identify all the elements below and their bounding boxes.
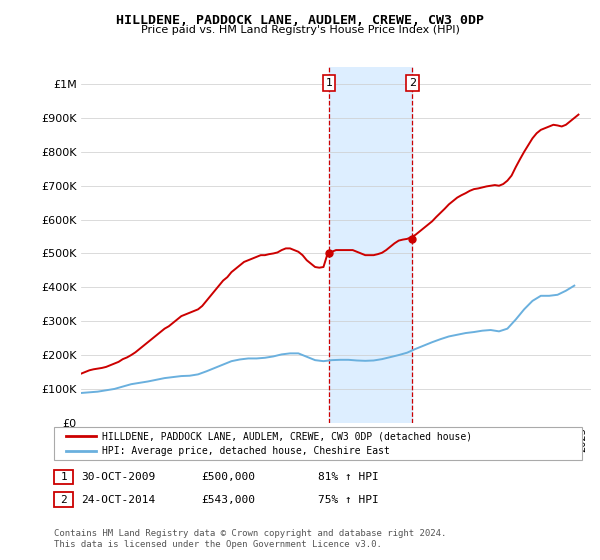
Text: £543,000: £543,000 [201,494,255,505]
Text: 81% ↑ HPI: 81% ↑ HPI [318,472,379,482]
Text: Contains HM Land Registry data © Crown copyright and database right 2024.
This d: Contains HM Land Registry data © Crown c… [54,529,446,549]
Text: 2: 2 [409,78,416,88]
Text: HILLDENE, PADDOCK LANE, AUDLEM, CREWE, CW3 0DP (detached house): HILLDENE, PADDOCK LANE, AUDLEM, CREWE, C… [102,431,472,441]
Text: 2: 2 [60,494,67,505]
Bar [329,67,412,423]
Text: 1: 1 [325,78,332,88]
Text: HILLDENE, PADDOCK LANE, AUDLEM, CREWE, CW3 0DP: HILLDENE, PADDOCK LANE, AUDLEM, CREWE, C… [116,14,484,27]
Text: 30-OCT-2009: 30-OCT-2009 [81,472,155,482]
Text: HPI: Average price, detached house, Cheshire East: HPI: Average price, detached house, Ches… [102,446,390,456]
Text: Price paid vs. HM Land Registry's House Price Index (HPI): Price paid vs. HM Land Registry's House … [140,25,460,35]
Text: 75% ↑ HPI: 75% ↑ HPI [318,494,379,505]
Text: 1: 1 [60,472,67,482]
Text: 24-OCT-2014: 24-OCT-2014 [81,494,155,505]
Text: £500,000: £500,000 [201,472,255,482]
